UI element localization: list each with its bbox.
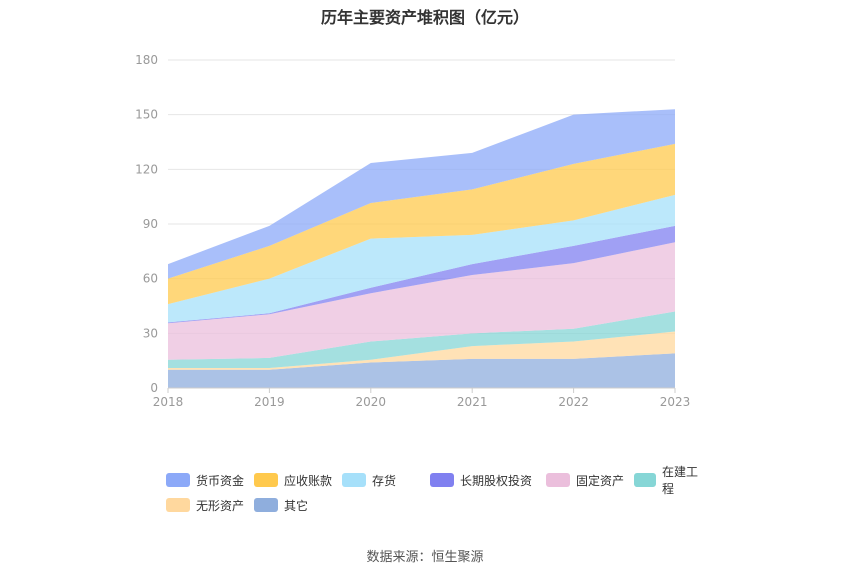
legend-swatch (430, 473, 454, 487)
area-存货 (168, 194, 675, 323)
legend-item[interactable]: 存货 (342, 472, 396, 488)
y-tick-label: 0 (150, 381, 158, 395)
legend-item[interactable]: 在建工程 (634, 465, 706, 496)
legend-item[interactable]: 长期股权投资 (430, 472, 532, 488)
legend-item[interactable]: 无形资产 (166, 497, 244, 513)
legend-item[interactable]: 固定资产 (546, 472, 624, 488)
area-应收账款 (168, 143, 675, 305)
y-tick-label: 120 (135, 162, 158, 176)
area-其它 (168, 353, 675, 388)
chart-title: 历年主要资产堆积图（亿元） (320, 8, 529, 27)
y-tick-label: 90 (143, 217, 158, 231)
legend-label: 在建工程 (662, 465, 699, 496)
area-无形资产 (168, 331, 675, 370)
area-固定资产 (168, 242, 675, 360)
y-tick-label: 150 (135, 108, 158, 122)
legend-swatch (166, 473, 190, 487)
legend-label: 无形资产 (196, 498, 245, 513)
y-tick-label: 180 (135, 53, 158, 67)
x-tick-label: 2022 (558, 395, 589, 409)
y-tick-label: 30 (143, 326, 158, 340)
x-tick-label: 2018 (153, 395, 184, 409)
data-source: 数据来源：恒生聚源 (366, 550, 484, 565)
legend-label: 固定资产 (576, 473, 625, 488)
legend-swatch (342, 473, 366, 487)
legend-swatch (254, 498, 278, 512)
x-tick-label: 2023 (660, 395, 691, 409)
legend-item[interactable]: 货币资金 (166, 472, 244, 488)
legend-item[interactable]: 应收账款 (254, 472, 332, 488)
legend-swatch (634, 473, 656, 487)
area-货币资金 (168, 109, 675, 279)
y-tick-label: 60 (143, 272, 158, 286)
legend-swatch (166, 498, 190, 512)
area-在建工程 (168, 311, 675, 368)
area-series (168, 109, 675, 388)
legend-label: 应收账款 (284, 473, 333, 488)
x-tick-label: 2019 (254, 395, 285, 409)
legend-swatch (254, 473, 278, 487)
x-tick-label: 2021 (457, 395, 488, 409)
legend-label: 存货 (372, 473, 397, 488)
axes: 0 30 60 90 120 150 180 2018 2019 2020 2021 2022 2023 (135, 53, 690, 409)
legend-label: 货币资金 (196, 473, 245, 488)
legend-label: 其它 (284, 498, 309, 513)
legend-swatch (546, 473, 570, 487)
legend-label: 长期股权投资 (460, 473, 533, 488)
legend-item[interactable]: 其它 (254, 497, 308, 513)
x-tick-label: 2020 (356, 395, 387, 409)
